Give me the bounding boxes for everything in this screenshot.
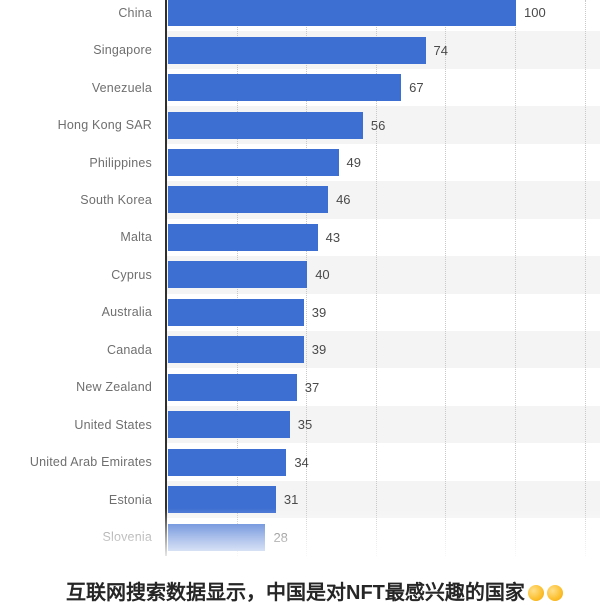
bar[interactable] xyxy=(168,149,339,177)
value-label: 39 xyxy=(311,304,327,320)
chart-row-australia: Australia 39 xyxy=(0,294,600,331)
gridline-100 xyxy=(515,0,516,556)
bar[interactable] xyxy=(168,298,304,326)
chart-row-united-arab-emirates: United Arab Emirates 34 xyxy=(0,443,600,480)
emoji-icon xyxy=(527,585,544,601)
category-label: Canada xyxy=(107,342,152,357)
value-label: 43 xyxy=(325,229,341,245)
category-label: Malta xyxy=(120,230,152,245)
chart-row-philippines: Philippines 49 xyxy=(0,144,600,181)
bar[interactable] xyxy=(168,223,318,251)
bar[interactable] xyxy=(168,261,308,289)
chart-row-cyprus: Cyprus 40 xyxy=(0,256,600,293)
category-label: Estonia xyxy=(108,492,152,507)
chart-row-china: China 100 xyxy=(0,0,600,31)
caption-emojis xyxy=(525,582,563,604)
chart-row-south-korea: South Korea 46 xyxy=(0,181,600,218)
value-label: 34 xyxy=(294,454,309,470)
bar[interactable] xyxy=(168,111,363,139)
value-label: 35 xyxy=(297,417,313,433)
value-label: 100 xyxy=(524,5,546,21)
bar[interactable] xyxy=(168,373,297,401)
chart-row-united-states: United States 35 xyxy=(0,406,600,443)
emoji-icon xyxy=(546,585,563,601)
bar[interactable] xyxy=(168,336,304,364)
category-label: China xyxy=(118,5,152,20)
value-label: 46 xyxy=(336,192,351,208)
chart-row-hong-kong-sar: Hong Kong SAR 56 xyxy=(0,106,600,143)
chart-row-canada: Canada 39 xyxy=(0,331,600,368)
value-label: 40 xyxy=(315,267,330,283)
category-label: Cyprus xyxy=(111,267,152,282)
bar-chart: China 100 Singapore 74 Venezuela 67 Hong Kong … xyxy=(0,0,600,556)
value-label: 49 xyxy=(346,155,361,171)
caption-text: 互联网搜索数据显示，中国是对NFT最感兴趣的国家 xyxy=(66,576,563,605)
bottom-fade-overlay xyxy=(0,508,600,556)
y-axis-line xyxy=(165,0,167,556)
category-label: United Arab Emirates xyxy=(29,455,152,470)
category-label: South Korea xyxy=(80,192,152,207)
bar[interactable] xyxy=(168,411,290,439)
bar[interactable] xyxy=(168,74,402,102)
value-label: 39 xyxy=(311,342,327,358)
category-label: Australia xyxy=(101,305,152,320)
value-label: 56 xyxy=(370,117,386,133)
gridline-80 xyxy=(445,0,447,556)
value-label: 37 xyxy=(304,379,320,395)
bar[interactable] xyxy=(168,0,516,27)
bar[interactable] xyxy=(168,448,287,476)
category-label: New Zealand xyxy=(76,380,152,395)
category-label: Hong Kong SAR xyxy=(57,118,152,133)
category-label: United States xyxy=(74,417,152,432)
chart-row-malta: Malta 43 xyxy=(0,219,600,256)
caption-string: 互联网搜索数据显示，中国是对NFT最感兴趣的国家 xyxy=(66,582,525,604)
value-label: 74 xyxy=(433,42,448,58)
chart-row-new-zealand: New Zealand 37 xyxy=(0,369,600,406)
gridline-120 xyxy=(584,0,586,556)
category-label: Venezuela xyxy=(91,80,152,95)
gridline-60 xyxy=(375,0,377,556)
value-label: 31 xyxy=(283,492,299,508)
chart-row-venezuela: Venezuela 67 xyxy=(0,69,600,106)
value-label: 67 xyxy=(409,80,424,96)
bar[interactable] xyxy=(168,186,329,214)
bar[interactable] xyxy=(168,36,426,64)
category-label: Singapore xyxy=(93,43,152,58)
category-label: Philippines xyxy=(89,155,152,170)
chart-row-singapore: Singapore 74 xyxy=(0,31,600,68)
